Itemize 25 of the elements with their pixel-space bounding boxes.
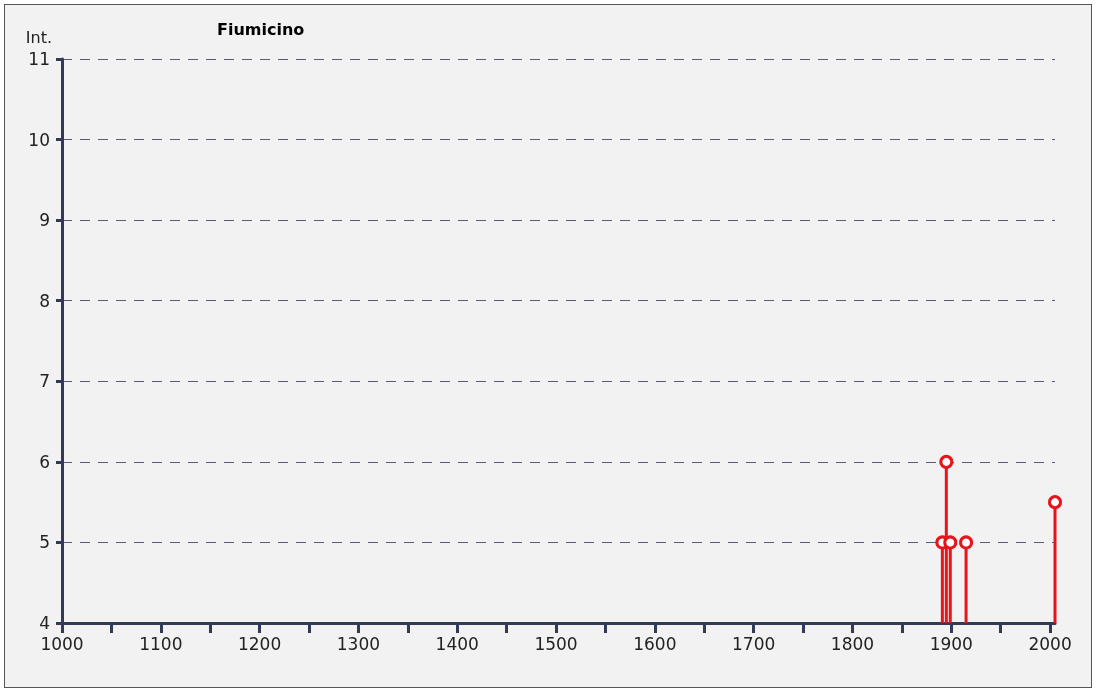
point [959,535,974,550]
x-tick-label: 1900 [929,633,973,654]
y-tick-label: 7 [39,371,50,392]
y-tick-label: 11 [28,49,50,69]
x-tick-label: 1400 [435,633,479,654]
point [1048,495,1062,510]
y-axis-title: Int. [25,27,52,47]
x-tick-label: 1700 [732,633,776,654]
x-tick-label: 1200 [237,633,282,654]
x-tick-label: 1000 [40,633,84,654]
y-tick-label: 4 [39,613,50,633]
point [939,454,954,469]
x-tick-label: 1800 [830,633,875,654]
x-tick-label: 1500 [534,633,578,654]
y-tick-label: 9 [39,210,50,231]
y-tick-label: 5 [39,532,50,553]
chart-title: Fiumicino [217,19,305,39]
x-tick-label: 2000 [1028,633,1072,654]
y-tick-label: 6 [39,451,50,472]
y-tick-label: 10 [28,129,50,150]
y-tick-label: 8 [39,290,50,311]
x-tick-label: 1300 [336,633,381,654]
x-tick-label: 1600 [633,633,677,654]
point [943,535,958,550]
x-tick-label: 1100 [139,633,183,654]
